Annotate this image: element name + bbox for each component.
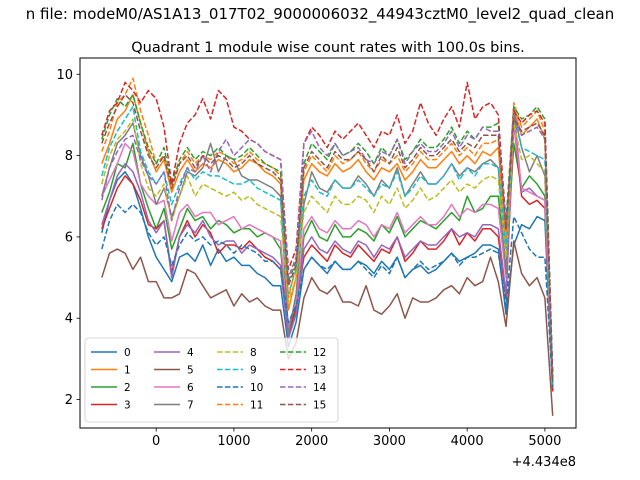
y-tick-label: 6: [65, 230, 73, 245]
legend-label-12: 12: [313, 347, 326, 359]
series-line-6: [101, 122, 554, 388]
legend-label-5: 5: [187, 365, 194, 377]
series-line-5: [101, 240, 554, 416]
plot-frame: [79, 57, 577, 429]
chart-title: Quadrant 1 module wise count rates with …: [131, 40, 525, 56]
x-tick-label: 5000: [528, 434, 561, 449]
series-line-2: [101, 142, 554, 388]
legend-label-3: 3: [124, 400, 131, 412]
series-line-1: [101, 93, 554, 384]
y-tick-label: 10: [56, 68, 73, 83]
legend-label-1: 1: [124, 365, 131, 377]
series-line-9: [101, 106, 554, 384]
x-tick-label: 0: [152, 434, 160, 449]
legend-label-2: 2: [124, 382, 131, 394]
series-line-15: [101, 93, 554, 380]
y-tick-label: 8: [65, 149, 73, 164]
x-axis-offset-label: +4.434e8: [512, 455, 576, 470]
y-tick-label: 4: [65, 312, 73, 327]
legend-box: [84, 337, 339, 423]
legend-label-4: 4: [187, 347, 194, 359]
legend-label-14: 14: [313, 382, 327, 394]
series-line-13: [101, 81, 554, 380]
legend-label-13: 13: [313, 365, 326, 377]
x-tick-label: 4000: [451, 434, 484, 449]
legend-label-6: 6: [187, 382, 194, 394]
series-layer: [101, 77, 554, 416]
x-tick-label: 3000: [373, 434, 406, 449]
legend-label-7: 7: [187, 400, 194, 412]
series-line-8: [101, 118, 554, 384]
legend-label-15: 15: [313, 400, 326, 412]
series-line-14: [101, 114, 554, 380]
figure-suptitle: n file: modeM0/AS1A13_017T02_9000006032_…: [26, 5, 615, 24]
legend-label-11: 11: [250, 400, 263, 412]
series-line-0: [101, 171, 554, 392]
legend-label-0: 0: [124, 347, 131, 359]
y-tick-label: 2: [65, 393, 73, 408]
x-tick-label: 2000: [295, 434, 328, 449]
legend-label-9: 9: [250, 365, 257, 377]
x-tick-label: 1000: [217, 434, 250, 449]
legend-label-8: 8: [250, 347, 257, 359]
legend-label-10: 10: [250, 382, 263, 394]
